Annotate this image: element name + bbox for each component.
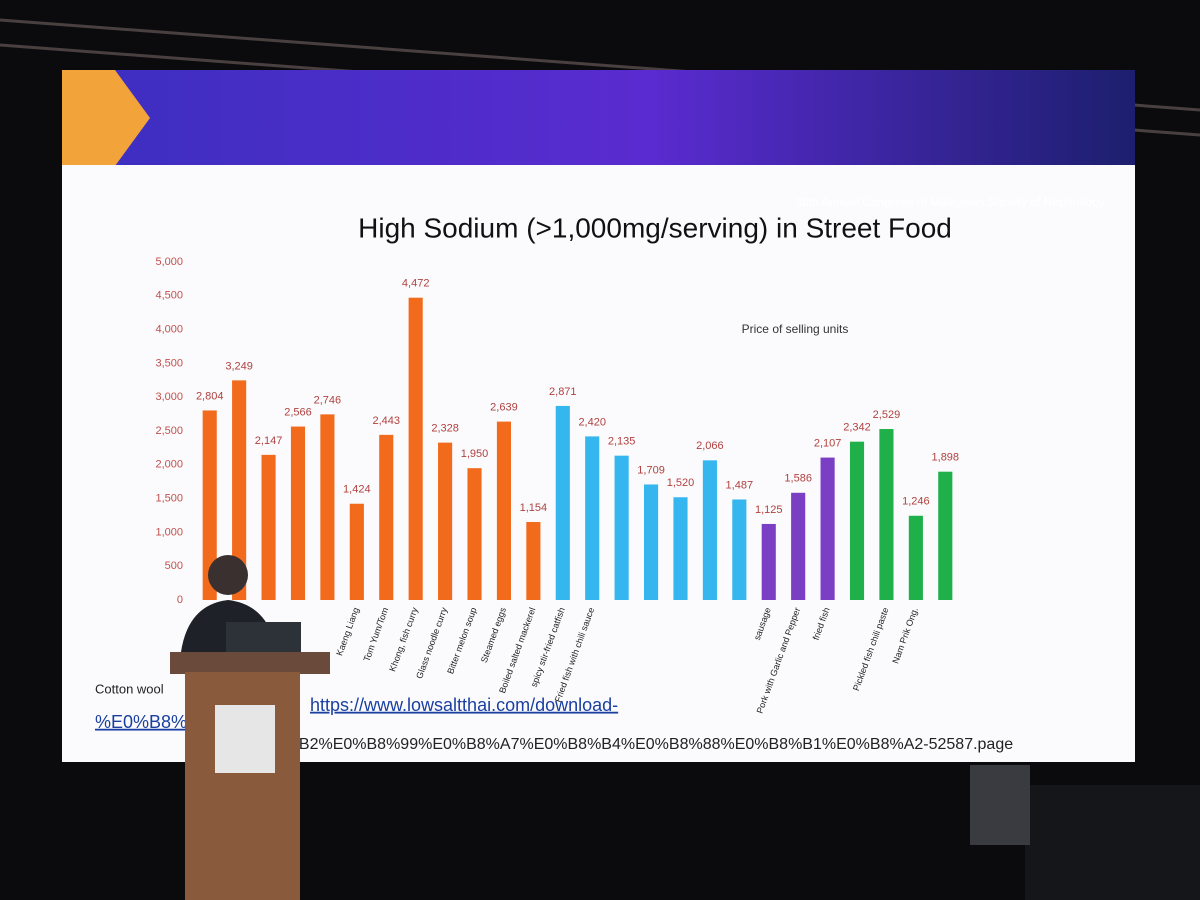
y-tick-label: 5,000: [155, 256, 183, 268]
bar: [643, 484, 659, 600]
y-tick-label: 4,000: [155, 324, 183, 336]
y-tick-label: 500: [165, 560, 183, 572]
congress-name: 38th Annual Congress of Malaysian Societ…: [795, 195, 1105, 209]
bar: [232, 380, 247, 600]
data-label: 1,898: [932, 452, 960, 464]
data-label: 2,342: [843, 422, 871, 434]
data-label: 2,420: [578, 416, 606, 428]
source-url-rest: 6B2%E0%B8%99%E0%B8%A7%E0%B8%B4%E0%B8%88%…: [290, 736, 1013, 753]
bar: [438, 442, 453, 600]
data-label: 1,487: [726, 479, 754, 491]
slide-body-top: [62, 165, 1135, 250]
bar: [614, 455, 629, 600]
y-tick-label: 3,500: [155, 357, 183, 369]
data-label: 1,125: [755, 504, 783, 516]
speaker: [180, 555, 301, 660]
bar: [261, 454, 276, 600]
bar: [820, 457, 835, 600]
podium: [170, 652, 330, 900]
bar: [555, 405, 570, 600]
bar: [496, 421, 512, 600]
bar: [467, 468, 482, 600]
data-label: 2,147: [255, 435, 283, 447]
chart: 0 500 1,000 1,500 2,000 2,500 3,000 3,500 4,000 4…: [155, 256, 959, 715]
y-tick-label: 3,000: [155, 391, 183, 403]
bar: [585, 436, 600, 600]
data-label: 1,154: [520, 502, 548, 514]
source-url-prefix: %E0%B8%: [95, 712, 187, 732]
data-label: 2,107: [814, 437, 842, 449]
data-label: 2,746: [314, 394, 342, 406]
bar: [526, 521, 541, 600]
y-tick-label: 4,500: [155, 290, 183, 302]
y-tick-label: 2,500: [155, 425, 183, 437]
data-label: 2,639: [490, 402, 518, 414]
stage-table: [970, 765, 1200, 900]
data-label: 2,135: [608, 436, 636, 448]
annotation: Price of selling units: [742, 322, 849, 336]
footer-note: Cotton wool: [95, 681, 164, 696]
data-label: 1,950: [461, 448, 489, 460]
bar: [908, 515, 923, 600]
data-label: 1,586: [784, 473, 812, 485]
data-label: 2,871: [549, 386, 577, 398]
chart-title: High Sodium (>1,000mg/serving) in Street…: [358, 212, 952, 243]
y-tick-label: 2,000: [155, 459, 183, 471]
source-url: https://www.lowsaltthai.com/download-: [310, 695, 618, 715]
bar: [879, 429, 894, 600]
y-tick-label: 1,000: [155, 526, 183, 538]
bar: [202, 410, 217, 600]
bar: [673, 497, 688, 600]
data-label: 4,472: [402, 278, 430, 290]
data-label: 2,066: [696, 440, 724, 452]
bar: [938, 471, 953, 600]
data-label: 2,566: [284, 406, 312, 418]
bar: [732, 499, 747, 600]
data-label: 1,424: [343, 484, 371, 496]
bar: [349, 503, 364, 600]
data-label: 3,249: [225, 360, 253, 372]
data-label: 2,328: [431, 423, 459, 435]
data-label: 2,443: [372, 415, 400, 427]
y-tick-label: 0: [177, 594, 183, 606]
data-label: 1,709: [637, 464, 665, 476]
header-chevron: [62, 70, 150, 166]
bar: [320, 414, 335, 600]
data-label: 1,520: [667, 477, 695, 489]
data-label: 2,804: [196, 390, 224, 402]
data-label: 2,529: [873, 409, 901, 421]
bar: [408, 297, 423, 600]
bar: [849, 441, 865, 600]
bar: [791, 492, 806, 600]
bar: [379, 434, 394, 600]
bar: [290, 426, 306, 600]
bar: [702, 460, 717, 600]
bar: [761, 523, 776, 600]
data-label: 1,246: [902, 496, 930, 508]
y-tick-label: 1,500: [155, 493, 183, 505]
